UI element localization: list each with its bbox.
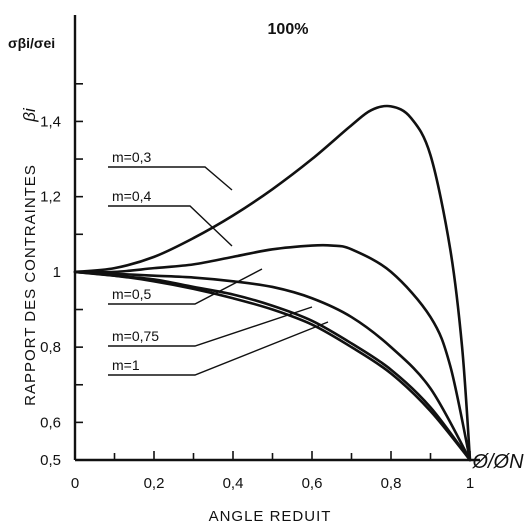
y-tick-label: 0,6 [40, 414, 61, 431]
y-tick-label: 1 [53, 264, 61, 281]
x-tick-label: 0,6 [302, 475, 323, 492]
series-label-m-0-4: m=0,4 [112, 188, 152, 204]
x-axis-symbol: Ø/ØN [471, 451, 524, 473]
series-line-m-0-3 [73, 104, 472, 462]
x-tick-label: 0,4 [223, 475, 244, 492]
x-tick-label: 0,8 [381, 475, 402, 492]
y-tick-label: 1,2 [40, 189, 61, 206]
x-tick-label: 0,2 [144, 475, 165, 492]
y-axis-label: RAPPORT DES CONTRAINTES [22, 164, 39, 406]
series-leader-line [108, 321, 329, 376]
x-axis-label: ANGLE REDUIT [209, 508, 332, 525]
series-label-m-1: m=1 [112, 357, 140, 373]
series-leader-line [108, 306, 313, 347]
x-tick-label: 0 [71, 475, 79, 492]
axes: 0 0,2 0,4 0,6 0,8 1 0,5 0,6 0,8 1 1,2 1,4 [40, 15, 480, 492]
series-leader-line [108, 205, 233, 247]
y-tick-label: 0,5 [40, 452, 61, 469]
series-line-m-1 [73, 270, 472, 462]
y-tick-label: 1,4 [40, 113, 61, 130]
series-layer [73, 104, 472, 462]
series-label-m-0-75: m=0,75 [112, 328, 159, 344]
series-label-m-0-5: m=0,5 [112, 286, 152, 302]
series-line-m-0-4 [73, 243, 472, 462]
series-line-m-0-75 [73, 270, 472, 462]
labels-layer: m=0,3 m=0,4 m=0,5 m=0,75 m=1 [108, 149, 329, 376]
chart-title: 100% [268, 21, 309, 38]
series-leader-line [108, 166, 233, 191]
series-leader-line [108, 268, 263, 305]
series-label-m-0-3: m=0,3 [112, 149, 152, 165]
series-line-m-0-5 [73, 270, 472, 462]
y-axis-symbol-top: σβi/σei [8, 35, 55, 51]
y-tick-label: 0,8 [40, 339, 61, 356]
y-axis-symbol: βi [20, 107, 39, 123]
x-tick-label: 1 [466, 475, 474, 492]
